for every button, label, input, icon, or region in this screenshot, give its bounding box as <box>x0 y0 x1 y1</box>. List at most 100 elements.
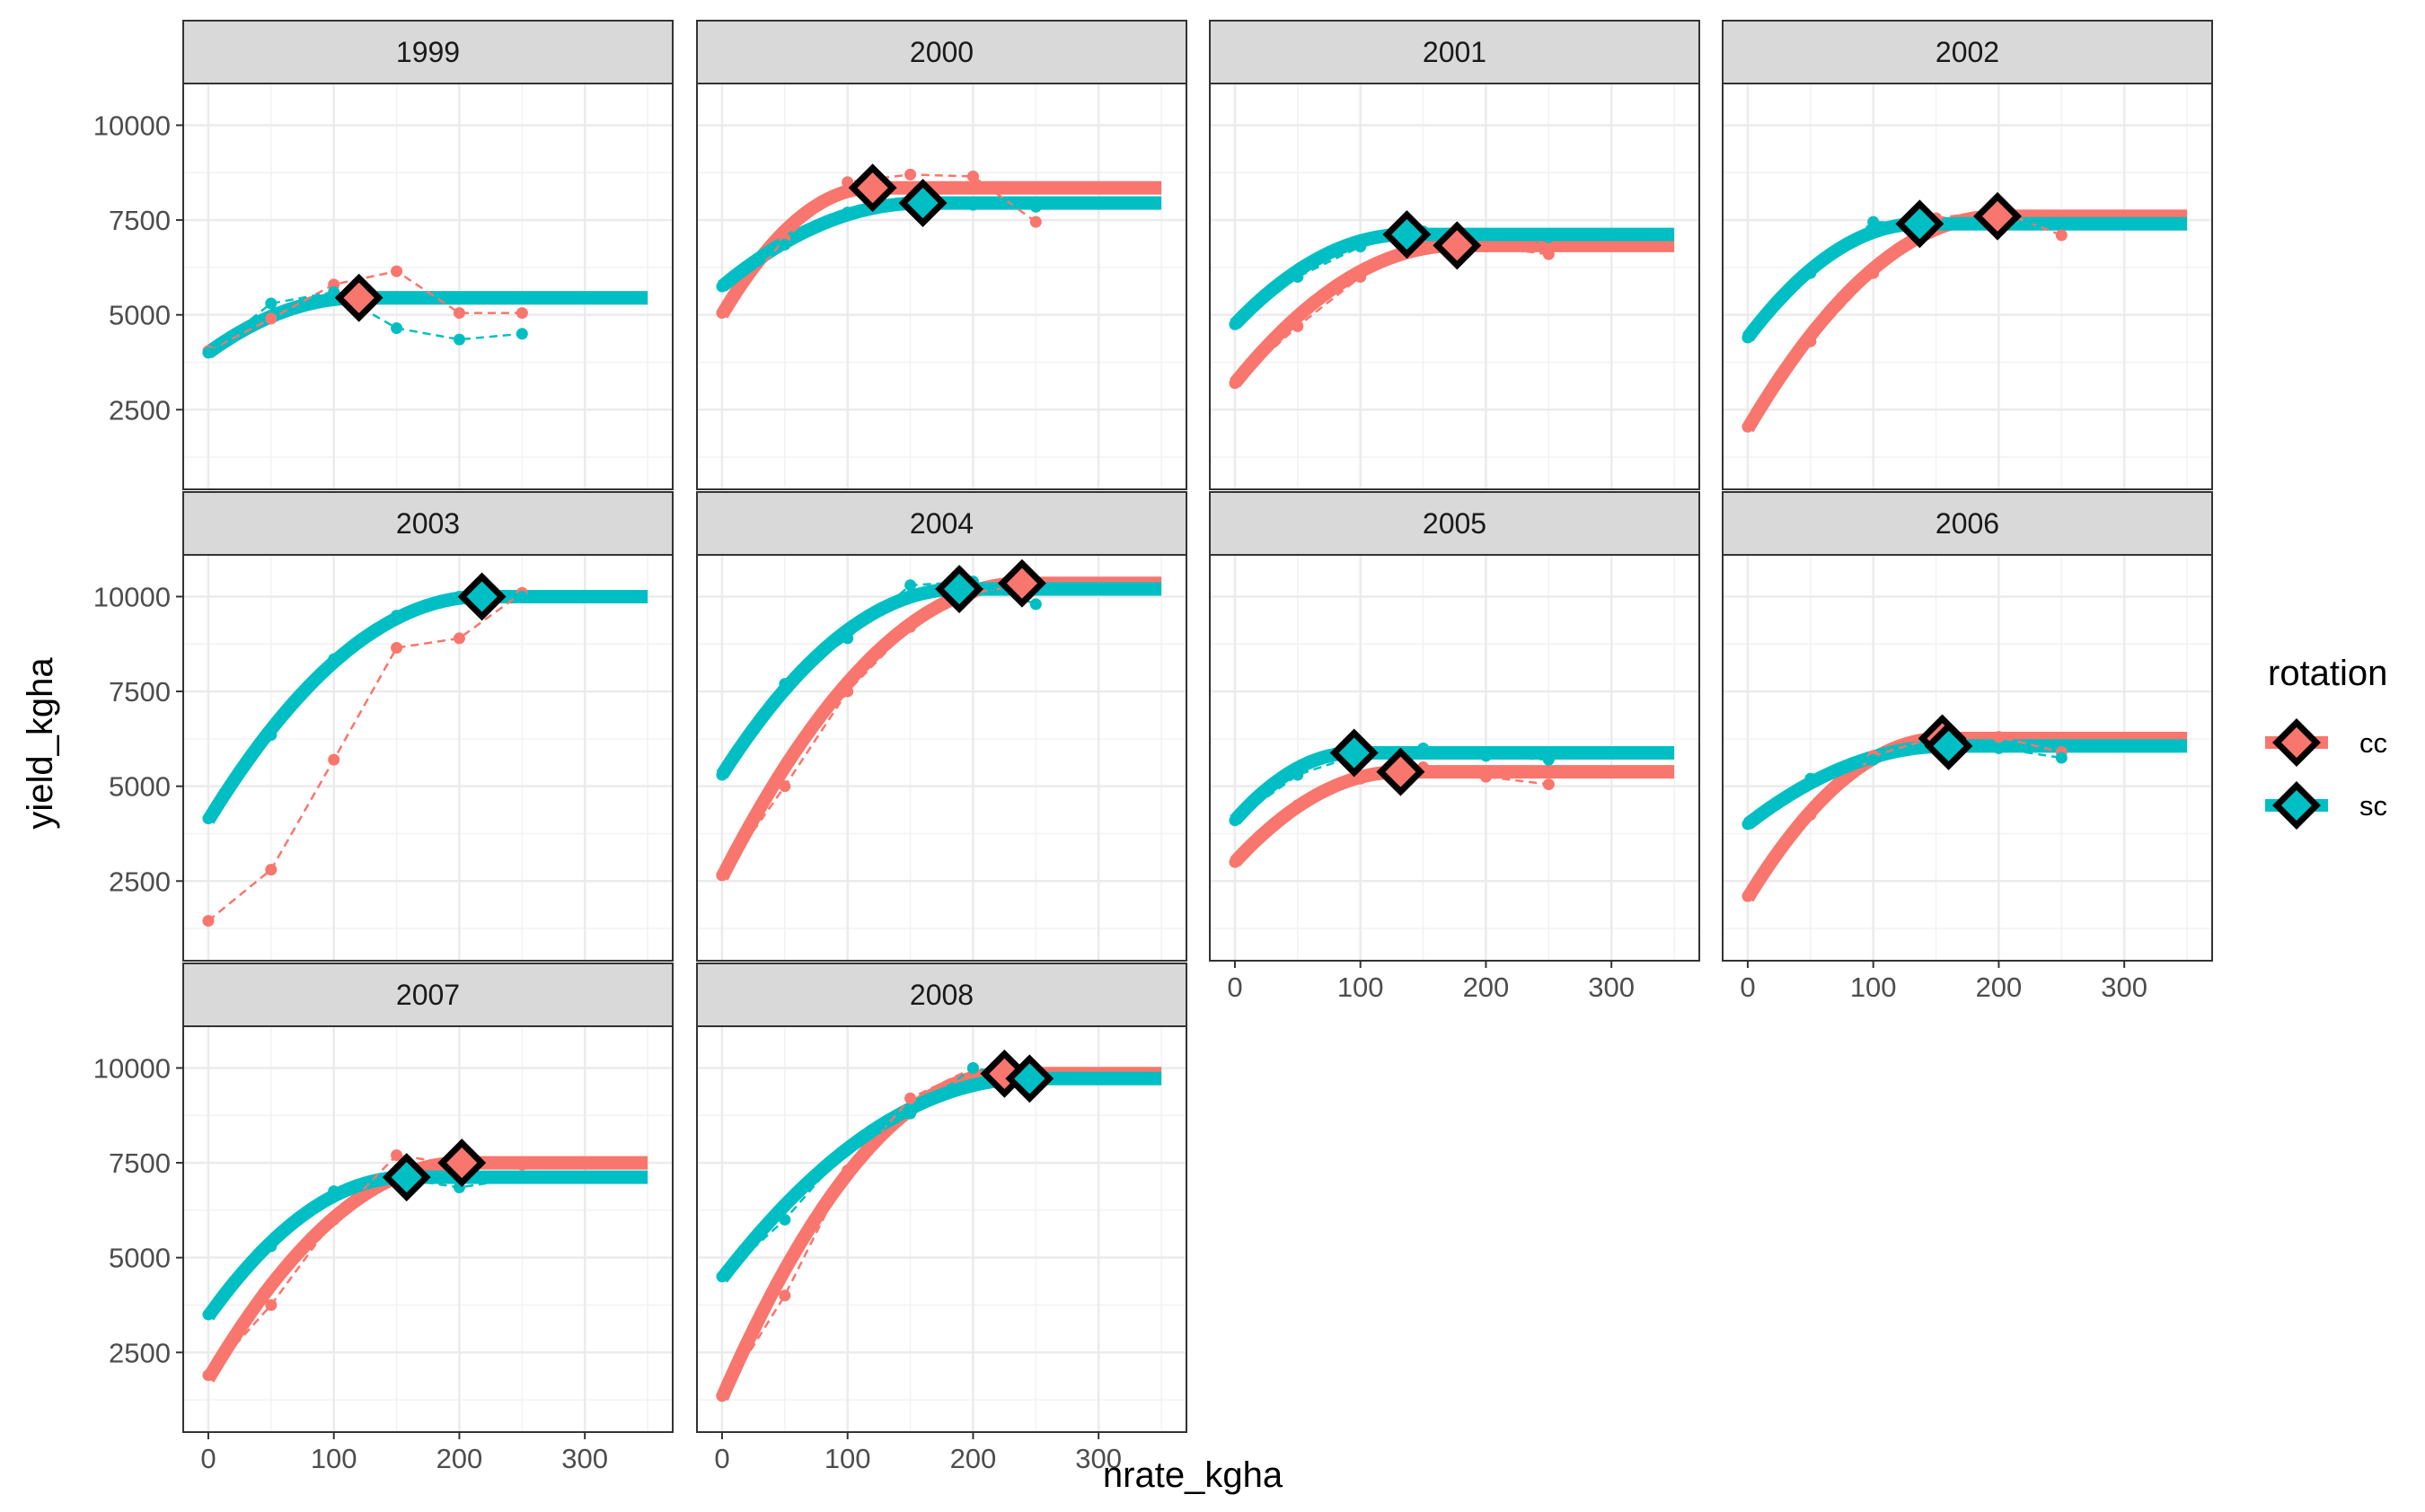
observed-point-cc <box>1542 248 1555 260</box>
observed-point-sc <box>779 678 791 690</box>
optimum-marker-cc <box>437 1138 487 1188</box>
observed-point-sc <box>779 1213 791 1226</box>
facet-strip-label: 2005 <box>1423 507 1486 540</box>
plot-area <box>202 1138 652 1383</box>
panel-background <box>183 84 673 489</box>
observed-point-cc <box>1742 890 1754 902</box>
observed-point-sc <box>779 239 791 251</box>
observed-point-sc <box>328 286 340 298</box>
observed-point-sc <box>716 1270 728 1283</box>
observed-point-cc <box>516 1158 528 1171</box>
observed-point-sc <box>904 579 917 592</box>
panel-background <box>697 555 1186 961</box>
observed-point-cc <box>842 1165 854 1177</box>
facet-panel-2008: 2008 0 100 200 300 <box>696 963 1187 1474</box>
optimum-marker-sc <box>935 565 984 613</box>
x-tick-label: 300 <box>1075 1443 1122 1474</box>
observed-line-cc <box>207 592 524 922</box>
facet-panel-2002: 2002 <box>1722 20 2213 490</box>
observed-point-sc <box>2055 752 2068 764</box>
legend-title: rotation <box>2268 654 2387 693</box>
y-tick-label: 2500 <box>109 866 171 897</box>
observed-point-sc <box>516 590 528 602</box>
gridlines <box>1723 84 2212 489</box>
observed-point-cc <box>1292 320 1304 332</box>
observed-point-cc <box>842 685 854 698</box>
panel-border <box>1209 83 1700 490</box>
facet-strip-label: 2006 <box>1936 507 1999 540</box>
plot-area <box>716 1049 1166 1402</box>
panel-border <box>696 83 1187 490</box>
facet-strip-label: 2000 <box>910 36 974 68</box>
optimum-marker-sc <box>1382 210 1432 259</box>
optimum-marker-sc <box>898 179 948 228</box>
y-tick-label: 10000 <box>93 581 171 612</box>
legend-key-diamond <box>2272 781 2321 830</box>
optimum-marker-sc <box>1924 721 1973 770</box>
observed-point-cc <box>779 1289 791 1302</box>
legend: rotation cc sc <box>2265 654 2387 830</box>
observed-point-cc <box>1479 241 1492 253</box>
observed-point-sc <box>453 333 465 346</box>
y-axis-title: yield_kgha <box>21 657 60 830</box>
facet-panel-2005: 2005 0 100 200 300 <box>1209 491 1700 1003</box>
observed-point-cc <box>716 869 728 882</box>
legend-label: sc <box>2359 790 2387 822</box>
observed-point-sc <box>1867 753 1880 766</box>
observed-point-sc <box>391 321 403 334</box>
observed-point-sc <box>202 813 215 825</box>
facet-strip <box>182 963 674 1027</box>
panel-background <box>697 84 1186 489</box>
observed-point-cc <box>904 1092 917 1104</box>
observed-point-cc <box>716 1390 728 1402</box>
legend-label: cc <box>2359 727 2387 759</box>
observed-point-sc <box>842 207 854 219</box>
facet-strip-label: 2002 <box>1936 36 1999 68</box>
facet-strip-label: 2003 <box>396 507 460 540</box>
x-tick-label: 0 <box>1227 971 1242 1003</box>
optimum-marker-cc <box>1376 747 1425 796</box>
facet-panel-2006: 2006 0 100 200 300 <box>1722 491 2213 1003</box>
facet-strip <box>182 491 674 556</box>
facet-panel-2000: 2000 <box>696 20 1187 490</box>
panel-border <box>1722 83 2213 490</box>
observed-point-sc <box>328 653 340 665</box>
observed-point-sc <box>716 769 728 781</box>
observed-line-cc <box>1234 245 1549 384</box>
optimum-marker-sc <box>1329 728 1379 778</box>
plot-area <box>1229 210 1679 390</box>
observed-point-sc <box>2055 217 2068 230</box>
observed-point-cc <box>904 620 917 633</box>
plot-area <box>716 558 1166 882</box>
panel-border <box>696 554 1187 962</box>
x-tick-label: 100 <box>824 1443 871 1474</box>
observed-point-cc <box>1479 770 1492 783</box>
y-tick-label: 2500 <box>109 394 171 426</box>
x-tick-label: 300 <box>2101 971 2147 1003</box>
observed-line-sc <box>207 1176 523 1315</box>
facet-panel-2003: 2003 2500 5000 7500 10000 <box>93 491 674 962</box>
facet-strip-label: 2007 <box>396 979 460 1011</box>
facet-strip <box>1209 20 1700 84</box>
observed-point-cc <box>1992 731 2005 743</box>
optimum-marker-sc <box>382 1153 431 1202</box>
optimum-marker-cc <box>1973 191 2022 241</box>
facet-strip-label: 2001 <box>1423 36 1486 68</box>
observed-point-sc <box>1742 331 1754 344</box>
facet-strip-label: 1999 <box>396 36 460 68</box>
fit-curve-cc <box>716 180 1166 319</box>
optimum-marker-cc <box>848 163 897 213</box>
plot-area <box>716 163 1166 320</box>
observed-point-cc <box>265 864 278 876</box>
x-axis-title: nrate_kgha <box>1103 1455 1283 1495</box>
x-tick-label: 200 <box>436 1443 483 1474</box>
fit-curve-sc <box>716 1071 1166 1283</box>
observed-point-sc <box>1292 270 1304 283</box>
x-tick-label: 100 <box>311 1443 357 1474</box>
observed-point-sc <box>265 1240 278 1253</box>
fit-curve-cc <box>1742 732 2191 902</box>
observed-line-sc <box>1234 747 1549 822</box>
panel-background <box>183 555 673 961</box>
fit-curve-sc <box>1742 216 2191 342</box>
observed-point-sc <box>1029 598 1042 611</box>
